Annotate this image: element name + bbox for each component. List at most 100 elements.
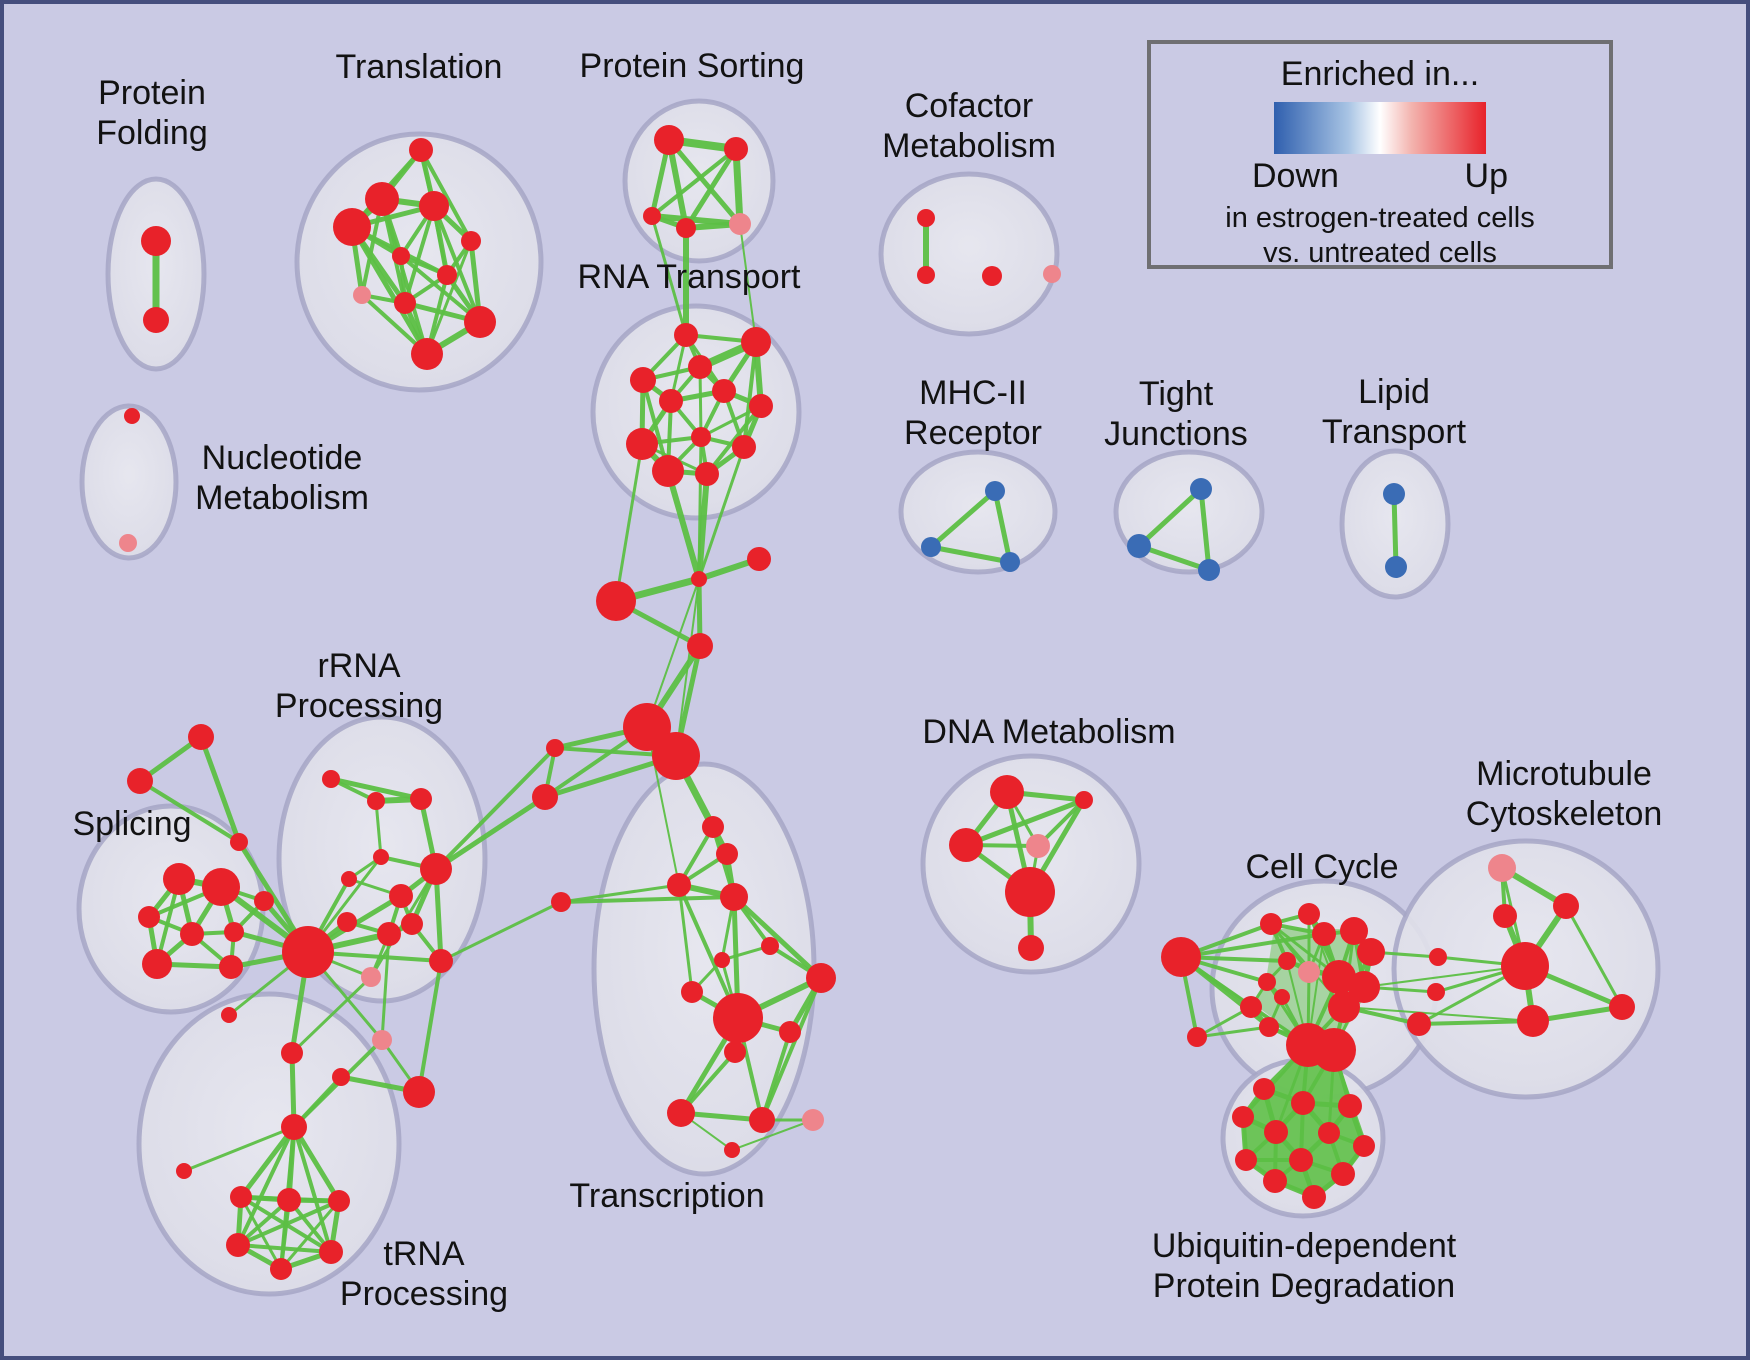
network-node-mt4[interactable] — [1501, 942, 1549, 990]
network-node-dm4[interactable] — [1026, 834, 1050, 858]
network-node-ub8[interactable] — [1235, 1149, 1257, 1171]
network-node-m3[interactable] — [596, 581, 636, 621]
network-node-ub10[interactable] — [1331, 1162, 1355, 1186]
network-node-mh1[interactable] — [985, 481, 1005, 501]
network-node-cf3[interactable] — [982, 266, 1002, 286]
network-node-rr10[interactable] — [401, 913, 423, 935]
network-node-cf2[interactable] — [917, 266, 935, 284]
network-node-rr8[interactable] — [337, 912, 357, 932]
network-node-rt2[interactable] — [741, 327, 771, 357]
network-node-dm1[interactable] — [990, 775, 1024, 809]
network-node-bx2[interactable] — [1427, 983, 1445, 1001]
network-node-m8[interactable] — [532, 784, 558, 810]
network-node-ps5[interactable] — [729, 213, 751, 235]
network-node-cc3[interactable] — [1260, 913, 1282, 935]
network-node-ub12[interactable] — [1302, 1185, 1326, 1209]
network-node-sp3[interactable] — [138, 906, 160, 928]
network-node-rr5[interactable] — [341, 871, 357, 887]
network-node-tx12[interactable] — [667, 1099, 695, 1127]
network-node-ub3[interactable] — [1338, 1094, 1362, 1118]
network-node-cc10[interactable] — [1258, 973, 1276, 991]
network-node-rr4[interactable] — [373, 849, 389, 865]
network-node-tl8[interactable] — [353, 286, 371, 304]
network-node-tl5[interactable] — [461, 231, 481, 251]
network-node-tn6[interactable] — [226, 1233, 250, 1257]
network-node-tx7[interactable] — [681, 981, 703, 1003]
network-node-tx10[interactable] — [779, 1021, 801, 1043]
network-node-m2[interactable] — [747, 547, 771, 571]
network-node-rt10[interactable] — [732, 435, 756, 459]
network-node-tx4[interactable] — [720, 883, 748, 911]
network-node-m5[interactable] — [623, 703, 671, 751]
network-node-tx15[interactable] — [724, 1142, 740, 1158]
network-node-cc11[interactable] — [1322, 960, 1356, 994]
network-node-cc18[interactable] — [1312, 1028, 1356, 1072]
network-node-tl6[interactable] — [392, 247, 410, 265]
network-node-m1[interactable] — [691, 571, 707, 587]
network-node-spC[interactable] — [230, 833, 248, 851]
network-node-nm2[interactable] — [119, 534, 137, 552]
network-node-mt1[interactable] — [1488, 854, 1516, 882]
network-node-rr14[interactable] — [372, 1030, 392, 1050]
network-node-rr3[interactable] — [410, 788, 432, 810]
network-node-tl3[interactable] — [419, 191, 449, 221]
network-node-tl10[interactable] — [464, 306, 496, 338]
network-node-dm6[interactable] — [1018, 935, 1044, 961]
network-node-tl11[interactable] — [411, 338, 443, 370]
network-node-rt5[interactable] — [712, 379, 736, 403]
network-node-mh2[interactable] — [921, 537, 941, 557]
network-node-rr12[interactable] — [282, 926, 334, 978]
network-node-m7[interactable] — [546, 739, 564, 757]
network-node-ub2[interactable] — [1291, 1091, 1315, 1115]
network-node-mh3[interactable] — [1000, 552, 1020, 572]
network-node-tl9[interactable] — [394, 292, 416, 314]
network-node-rt7[interactable] — [749, 394, 773, 418]
network-node-lt2[interactable] — [1385, 556, 1407, 578]
network-node-tn0[interactable] — [281, 1042, 303, 1064]
network-node-mt5[interactable] — [1609, 994, 1635, 1020]
network-node-sp4[interactable] — [180, 922, 204, 946]
network-node-tn8[interactable] — [270, 1258, 292, 1280]
network-node-dm3[interactable] — [949, 828, 983, 862]
network-node-tx8[interactable] — [806, 963, 836, 993]
network-node-tx3[interactable] — [667, 873, 691, 897]
network-node-rt3[interactable] — [688, 355, 712, 379]
network-node-cc12[interactable] — [1348, 971, 1380, 1003]
network-node-tl1[interactable] — [409, 138, 433, 162]
network-node-rr6[interactable] — [420, 853, 452, 885]
network-node-m6[interactable] — [652, 732, 700, 780]
network-node-ub7[interactable] — [1353, 1135, 1375, 1157]
network-node-tx6[interactable] — [714, 952, 730, 968]
network-node-cc6[interactable] — [1340, 917, 1368, 945]
network-node-cc13[interactable] — [1274, 989, 1290, 1005]
network-node-tn7[interactable] — [319, 1240, 343, 1264]
network-node-cc8[interactable] — [1278, 952, 1296, 970]
network-node-tn1[interactable] — [281, 1114, 307, 1140]
network-node-tj2[interactable] — [1127, 534, 1151, 558]
network-node-tj1[interactable] — [1190, 478, 1212, 500]
network-node-tn3[interactable] — [230, 1186, 252, 1208]
network-node-cc2[interactable] — [1187, 1027, 1207, 1047]
network-node-ub11[interactable] — [1263, 1169, 1287, 1193]
network-node-cc16[interactable] — [1328, 991, 1360, 1023]
network-node-sp2[interactable] — [202, 868, 240, 906]
network-node-spB[interactable] — [127, 768, 153, 794]
network-node-rt6[interactable] — [659, 389, 683, 413]
network-node-bx1[interactable] — [1429, 948, 1447, 966]
network-node-tx13[interactable] — [749, 1107, 775, 1133]
network-node-rt8[interactable] — [691, 427, 711, 447]
network-node-tx11[interactable] — [724, 1041, 746, 1063]
network-node-tn4[interactable] — [277, 1188, 301, 1212]
network-node-tx14[interactable] — [802, 1109, 824, 1131]
network-node-tx1[interactable] — [702, 816, 724, 838]
network-node-cc7[interactable] — [1357, 938, 1385, 966]
network-node-dm2[interactable] — [1075, 791, 1093, 809]
network-node-nm1[interactable] — [124, 408, 140, 424]
network-node-rt11[interactable] — [652, 455, 684, 487]
network-node-lt1[interactable] — [1383, 483, 1405, 505]
network-node-spA[interactable] — [188, 724, 214, 750]
network-node-tl7[interactable] — [437, 265, 457, 285]
network-node-mt2[interactable] — [1553, 893, 1579, 919]
network-node-pf1[interactable] — [141, 226, 171, 256]
network-node-ps1[interactable] — [654, 125, 684, 155]
